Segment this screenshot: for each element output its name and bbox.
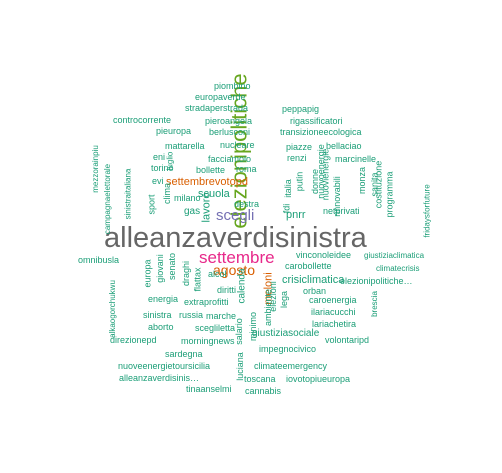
word: senato (167, 252, 178, 281)
word: extraprofitti (184, 297, 229, 307)
word: draghi (181, 260, 192, 287)
word: evi (152, 176, 164, 186)
word: alleanzaverdisinistra (104, 222, 367, 254)
word: morningnews (181, 336, 235, 346)
word: lariachetira (312, 319, 357, 329)
word: costituzione (373, 160, 384, 209)
word: energia (148, 294, 179, 304)
word: diritti (217, 285, 237, 295)
word: settembre (199, 248, 275, 267)
word: omnibusla (78, 255, 120, 265)
word: alkaogorchukwu (107, 280, 117, 338)
word: berlusconi (209, 127, 251, 137)
word: calenda (236, 268, 248, 304)
word: nucleare (220, 140, 255, 150)
word: direzionepd (110, 335, 157, 345)
word: milano (174, 193, 201, 203)
word: gas (184, 206, 201, 217)
word: sport (146, 194, 157, 215)
word: controcorrente (113, 115, 172, 125)
word: alleanzaverdisinis… (119, 373, 200, 383)
word: lavoro (200, 192, 213, 223)
word: italia (282, 179, 293, 198)
word: europaverde (195, 92, 246, 102)
word: salario (233, 318, 244, 345)
word: minimo (248, 311, 259, 342)
word: brescia (369, 291, 379, 317)
word: sinistra (143, 310, 172, 320)
word: orban (303, 286, 327, 296)
word: elezionipolitiche… (340, 276, 413, 286)
word: peppapig (282, 104, 320, 114)
word: clima (162, 182, 173, 205)
word: scuola (198, 188, 230, 200)
word: settembrevotopd (166, 176, 248, 188)
word: carobollette (285, 261, 332, 271)
word: marcinelle (335, 154, 377, 164)
word: caroenergia (309, 295, 357, 305)
word: mattarella (165, 141, 205, 151)
word: russia (179, 310, 204, 320)
word: climateemergency (254, 361, 328, 371)
word: fridaysforfuture (422, 184, 432, 238)
word: elezioni (267, 281, 278, 312)
word: facciamolo (208, 154, 252, 164)
word: monza (357, 166, 368, 195)
word: piombino (214, 81, 251, 91)
word: toscana (244, 374, 276, 384)
word: luciana (234, 352, 245, 381)
word: scegliletta (195, 323, 236, 333)
word: tinaanselmi (186, 384, 232, 394)
word: climatecrisis (376, 264, 420, 273)
word: alcol (208, 269, 227, 279)
word: marche (206, 311, 237, 321)
word: lega (279, 290, 290, 309)
word: impegnocivico (259, 344, 317, 354)
word: eni (153, 152, 166, 162)
word: sardegna (165, 349, 203, 359)
word: cannabis (245, 386, 282, 396)
word: crisiclimatica (282, 274, 345, 286)
word: mezzorainpiu (90, 145, 100, 193)
word: bollette (196, 165, 226, 175)
word: aborto (148, 322, 174, 332)
word: nuovienergie (320, 148, 331, 201)
word: flattax (192, 267, 203, 292)
word: pieroangela (205, 116, 253, 126)
word: iovotopiueuropa (286, 374, 351, 384)
word: renzi (287, 153, 307, 163)
word: nuoveenergietoursicilia (118, 361, 211, 371)
word: destra (234, 199, 260, 209)
word: stradaperstrada (185, 103, 249, 113)
word: torino (151, 163, 174, 173)
word: giustiziaclimatica (364, 251, 425, 260)
word: putin (294, 171, 305, 192)
word: transizioneecologica (280, 127, 362, 137)
word: giustiziasociale (252, 328, 320, 339)
word: rigassificatori (290, 116, 343, 126)
word: europa (142, 259, 153, 288)
word: roma (236, 164, 257, 174)
word: piazze (286, 142, 313, 152)
word: pnrr (286, 209, 306, 221)
word: campagnaelettorale (103, 163, 113, 235)
word: bellaciao (326, 141, 362, 151)
word: pieuropa (156, 126, 192, 136)
word: ilariacucchi (311, 307, 356, 317)
word: programma (384, 171, 395, 218)
word: sinistraitaliana (123, 168, 133, 220)
word: giovani (154, 254, 165, 283)
word: scegli (216, 207, 255, 224)
word: volontaripd (325, 335, 370, 345)
word: netprivati (323, 206, 360, 216)
word: agosto (213, 262, 256, 278)
word: vinconoleidee (296, 250, 352, 260)
